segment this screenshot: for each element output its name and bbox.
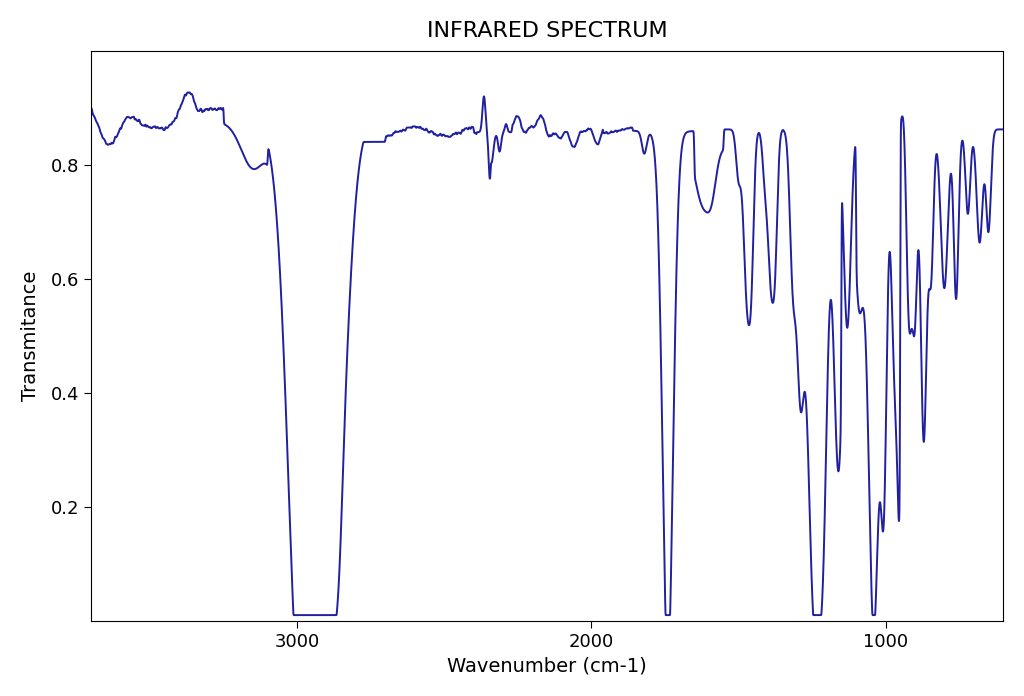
- Title: INFRARED SPECTRUM: INFRARED SPECTRUM: [427, 21, 668, 41]
- Y-axis label: Transmitance: Transmitance: [20, 271, 40, 401]
- X-axis label: Wavenumber (cm-1): Wavenumber (cm-1): [447, 656, 647, 675]
